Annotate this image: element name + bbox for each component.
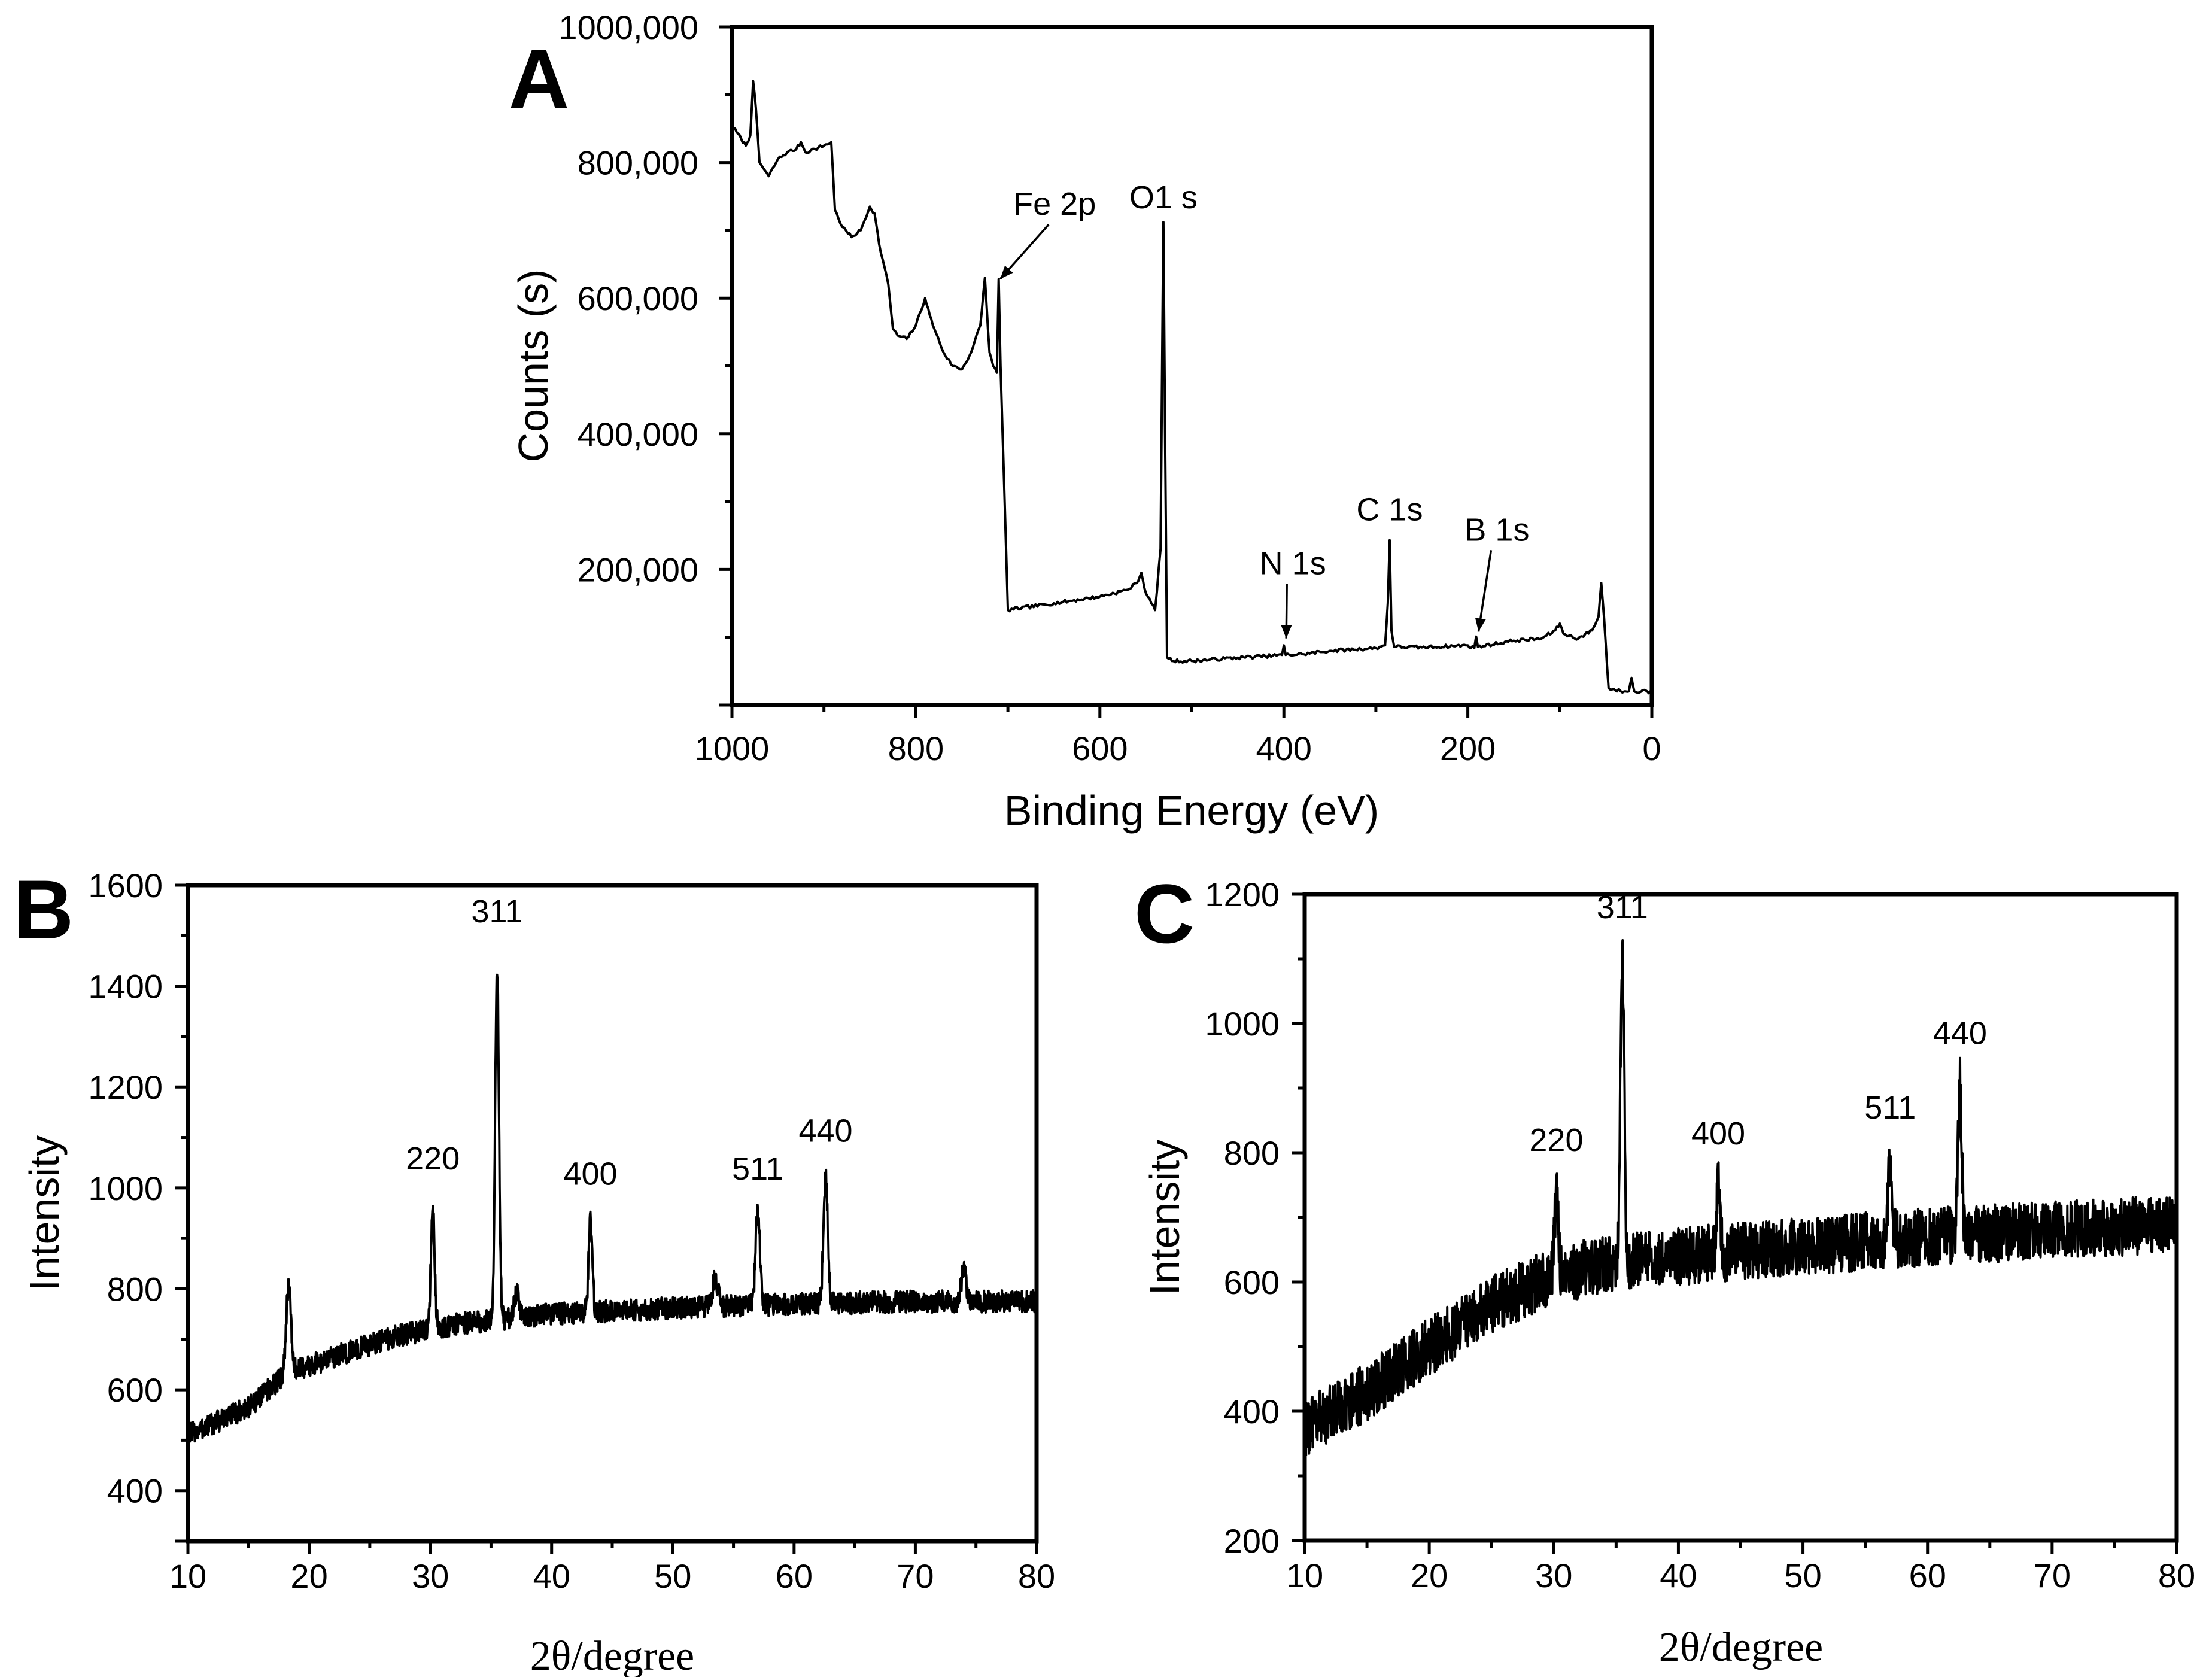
x-tick-label: 50: [654, 1557, 691, 1595]
peak-annotation: 400: [1691, 1116, 1745, 1152]
peak-annotation: 511: [732, 1151, 783, 1187]
panel-a-plot-frame: [730, 25, 1654, 707]
x-tick-label: 70: [2034, 1557, 2071, 1594]
y-tick-label: 400: [107, 1472, 163, 1510]
x-tick-label: 30: [1535, 1557, 1572, 1594]
y-tick-label: 1000: [88, 1169, 163, 1207]
x-tick-label: 40: [1660, 1557, 1697, 1594]
x-tick-label: 60: [1909, 1557, 1946, 1594]
y-tick-label: 600: [1224, 1263, 1280, 1301]
panel-b-annotations-layer: 220 311 400 511 440: [406, 894, 852, 1192]
panel-a-xps-chart: A 1000 800 600 400 200 0 200,000 400,000 600,000…: [509, 8, 1661, 834]
x-tick-label: 80: [2158, 1557, 2195, 1594]
panel-b-series-layer: [187, 973, 1038, 1447]
y-tick-label: 1400: [88, 968, 163, 1005]
peak-annotation: N 1s: [1260, 546, 1326, 582]
x-tick-label: 1000: [695, 730, 770, 767]
x-tick-label: 80: [1018, 1557, 1055, 1595]
x-tick-label: 800: [888, 730, 944, 767]
y-tick-label: 200: [1224, 1522, 1280, 1560]
annotation-arrowhead: [1281, 625, 1292, 639]
panel-b-ticks-layer: 10 20 30 40 50 60 70 80 400 600 800 1000 1200 1400 160…: [88, 867, 1055, 1595]
panel-b-letter: B: [13, 862, 74, 956]
peak-annotation: 511: [1864, 1090, 1916, 1126]
panel-c-x-axis-title: 2θ/degree: [1659, 1624, 1824, 1670]
peak-annotation: 400: [563, 1156, 617, 1192]
x-tick-label: 20: [1411, 1557, 1448, 1594]
annotation-arrow: [1477, 550, 1493, 632]
panel-a-annotations-layer: O1 s Fe 2p C 1s N 1s B 1s: [999, 180, 1529, 639]
panel-c-y-axis-title: Intensity: [1141, 1140, 1188, 1296]
y-tick-label: 1200: [1205, 876, 1280, 913]
panel-a-letter: A: [509, 32, 569, 126]
panel-b-xrd-chart: B 10 20 30 40 50 60 70 804006008001000120014001…: [13, 862, 1055, 1677]
xrd-pattern-line: [187, 973, 1038, 1447]
y-tick-label: 800,000: [578, 144, 698, 182]
x-tick-label: 20: [290, 1557, 327, 1595]
peak-annotation: 311: [472, 894, 523, 929]
xrd-pattern-line: [1304, 939, 2178, 1457]
panel-c-xrd-chart: C 10 20 30 40 50 60 70 80 200 400 600 800 1000 1200 2…: [1134, 867, 2195, 1670]
panel-c-plot-frame: [1302, 892, 2179, 1543]
panel-a-series-layer: [731, 80, 1653, 695]
y-tick-label: 800: [1224, 1134, 1280, 1172]
peak-annotation: 220: [1529, 1122, 1583, 1158]
panel-c-ticks-layer: 10 20 30 40 50 60 70 80 200 400 600 800 1000 1200: [1205, 876, 2195, 1594]
panel-a-ticks-layer: 1000 800 600 400 200 0 200,000 400,000 600,000 80…: [558, 8, 1661, 767]
x-tick-label: 30: [412, 1557, 449, 1595]
x-tick-label: 70: [897, 1557, 934, 1595]
peak-annotation: 440: [798, 1113, 852, 1149]
xps-survey-line: [731, 80, 1653, 695]
x-tick-label: 600: [1072, 730, 1128, 767]
x-tick-label: 10: [169, 1557, 206, 1595]
panel-c-series-layer: [1304, 939, 2178, 1457]
x-tick-label: 10: [1286, 1557, 1323, 1594]
annotation-arrowhead: [1000, 265, 1013, 280]
peak-annotation: C 1s: [1356, 491, 1423, 527]
y-tick-label: 1600: [88, 867, 163, 904]
peak-annotation: Fe 2p: [1013, 186, 1096, 222]
y-tick-label: 400,000: [578, 415, 698, 453]
y-tick-label: 200,000: [578, 551, 698, 588]
y-tick-label: 400: [1224, 1393, 1280, 1430]
peak-annotation: O1 s: [1129, 180, 1198, 215]
y-tick-label: 600,000: [578, 280, 698, 317]
panel-a-x-axis-title: Binding Energy (eV): [1004, 787, 1379, 834]
y-tick-label: 1200: [88, 1068, 163, 1106]
annotation-arrowhead: [1475, 618, 1486, 632]
x-tick-label: 200: [1440, 730, 1496, 767]
y-tick-label: 1000: [1205, 1005, 1280, 1043]
y-tick-label: 800: [107, 1270, 163, 1308]
peak-annotation: 440: [1933, 1016, 1987, 1052]
x-tick-label: 50: [1784, 1557, 1821, 1594]
peak-annotation: B 1s: [1464, 512, 1529, 548]
peak-annotation: 220: [406, 1141, 460, 1177]
x-tick-label: 60: [776, 1557, 813, 1595]
y-tick-label: 600: [107, 1371, 163, 1409]
y-tick-label: 1000,000: [558, 8, 698, 46]
x-tick-label: 0: [1642, 730, 1661, 767]
panel-b-y-axis-title: Intensity: [21, 1135, 68, 1292]
x-tick-label: 400: [1256, 730, 1311, 767]
panel-c-letter: C: [1134, 867, 1195, 961]
panel-b-plot-frame: [186, 883, 1039, 1544]
panel-a-y-axis-title: Counts (s): [510, 269, 557, 463]
panel-b-x-axis-title: 2θ/degree: [530, 1633, 695, 1677]
x-tick-label: 40: [533, 1557, 570, 1595]
